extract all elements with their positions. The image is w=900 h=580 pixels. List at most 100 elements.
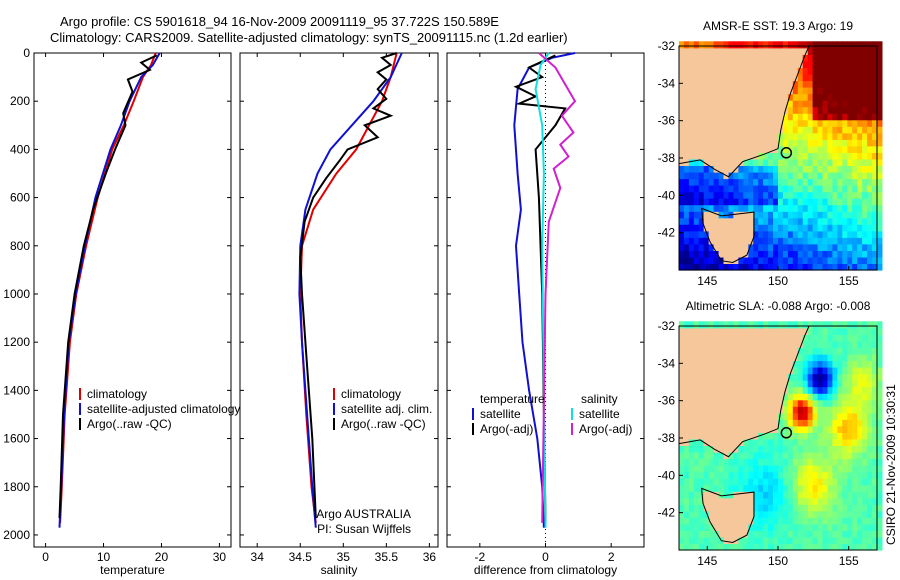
sla_map-cell [713,465,720,473]
sst_map-cell [683,100,690,108]
sla_map-cell [787,340,794,348]
sla_map-cell [753,543,759,551]
sla_map-cell [832,347,838,355]
sla_map-cell [797,321,804,329]
sst_map-cell [857,198,863,206]
sla_map-cell [807,543,814,551]
sst_map-cell [703,100,710,108]
sst_map-cell [872,204,878,212]
sla_map-cell [832,419,838,427]
sst_map-cell [693,243,700,251]
sst_map-cell [708,126,715,134]
sst_map-cell [862,126,868,134]
sla_map-cell [807,504,814,512]
sst_map-cell [743,263,749,271]
sst_map-cell [852,54,858,62]
sst_map-cell [708,198,715,206]
sst_map-cell [703,106,710,114]
sst_map-cell [778,93,784,101]
sla_map-cell [768,354,774,362]
sst_map-cell [778,119,784,127]
sla_map-cell [872,432,878,440]
sst_map-cell [693,256,700,264]
sst_map-cell [857,47,863,55]
sla_map-cell [832,536,838,544]
sla_map-cell [872,497,878,505]
sla_map-cell [852,334,858,342]
sla_map-cell [683,412,690,420]
sla_map-cell [703,327,710,335]
sla_map-cell [728,445,734,453]
sst_map-cell [792,198,799,206]
sla_map-cell [837,517,843,525]
sla_map-cell [728,504,734,512]
sst_map-cell [768,80,774,88]
sla_map-cell [842,530,848,538]
sst_map-cell [743,41,749,49]
sst_map-cell [703,178,710,186]
sla_map-cell [768,367,774,375]
sst_map-cell [718,60,725,68]
sst_map-cell [847,250,853,258]
sla_map-cell [713,497,720,505]
sst_map-cell [857,165,863,173]
sst_map-cell [758,198,764,206]
sla_map-cell [792,354,799,362]
sst_map-cell [822,198,828,206]
sla_map-cell [763,380,769,388]
sst_map-cell [693,60,700,68]
sst_map-cell [768,100,774,108]
temperature-ytick-label: 400 [10,142,30,156]
sla_map-cell [773,373,779,381]
sla_map-cell [748,406,754,414]
salinity-legend-label: satellite adj. clim. [341,402,432,416]
sla_map-cell [748,517,754,525]
sla_map-cell [792,458,799,466]
sst_map-cell [743,47,749,55]
sla_map-cell [782,543,789,551]
sla_map-cell [837,465,843,473]
sst_map-cell [872,106,878,114]
sla_map-cell [679,543,685,551]
sla_map-cell [782,334,789,342]
sst_map-cell [723,47,729,55]
sst_map-cell [718,243,725,251]
sla_map-cell [862,406,868,414]
sla_map-cell [688,432,695,440]
sst_map-cell [733,60,739,68]
sla_map-cell [802,530,809,538]
sst_map-cell [817,165,824,173]
sst_map-cell [857,106,863,114]
sla_map-cell [693,373,700,381]
sst_map-cell [832,47,838,55]
sla_map-cell [797,419,804,427]
sla_map-cell [787,465,794,473]
sla_map-cell [723,380,729,388]
sst_map-cell [723,198,729,206]
sla_map-cell [778,367,784,375]
sla_map-cell [837,458,843,466]
sst_map-cell [797,178,804,186]
sla_map-cell [852,536,858,544]
sla_map-cell [862,465,868,473]
sla_map-cell [817,530,824,538]
sla_map-cell [748,432,754,440]
sla_map-cell [738,510,744,518]
sla_map-cell [862,445,868,453]
sst_map-cell [703,60,710,68]
sst_map-cell [733,211,739,219]
sla_map-cell [842,380,848,388]
sla_map-cell [832,497,838,505]
sla_map-cell [872,478,878,486]
sst_map-cell [748,145,754,153]
sst_map-cell [787,217,794,225]
sst_map-cell [738,132,744,140]
sst_map-cell [748,211,754,219]
sst_map-cell [852,263,858,271]
sla_map-cell [693,536,700,544]
sla_map-cell [852,484,858,492]
sla_map-cell [837,536,843,544]
sla_map-cell [857,380,863,388]
sla_map-cell [688,399,695,407]
sla_map-cell [817,517,824,525]
